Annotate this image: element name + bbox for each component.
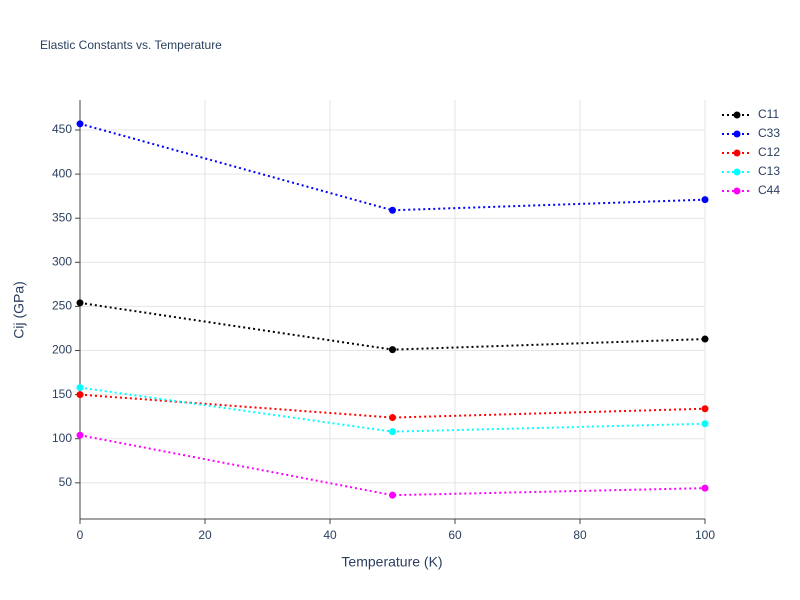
legend-label: C11 (758, 107, 779, 121)
chart-title: Elastic Constants vs. Temperature (40, 38, 222, 52)
data-point (389, 414, 396, 422)
y-tick-label: 450 (52, 122, 72, 136)
series-line (79, 434, 706, 497)
data-point (76, 431, 84, 439)
x-tick-label: 0 (77, 528, 84, 542)
data-point (701, 420, 709, 428)
legend-marker (733, 111, 741, 119)
legend-label: C44 (758, 183, 780, 197)
legend-label: C33 (758, 126, 780, 140)
series-line (79, 122, 706, 212)
x-tick-label: 20 (198, 528, 212, 542)
data-point (701, 335, 709, 343)
data-point (701, 484, 709, 492)
legend-marker (733, 187, 741, 195)
legend-marker (733, 130, 741, 138)
x-axis-label: Temperature (K) (341, 554, 442, 570)
series-line (79, 301, 706, 351)
data-point (389, 346, 396, 354)
data-point (76, 120, 84, 128)
x-tick-label: 60 (448, 528, 462, 542)
data-point (701, 196, 709, 204)
data-point (76, 299, 84, 307)
legend-marker (733, 149, 741, 157)
legend-marker (733, 168, 741, 176)
y-tick-label: 150 (52, 387, 72, 401)
legend-label: C13 (758, 164, 780, 178)
y-tick-label: 300 (52, 254, 72, 268)
data-point (76, 384, 84, 392)
x-tick-label: 40 (323, 528, 337, 542)
y-tick-label: 350 (52, 210, 72, 224)
series-line (79, 393, 706, 419)
y-tick-label: 200 (52, 343, 72, 357)
y-tick-label: 100 (52, 431, 72, 445)
y-tick-label: 400 (52, 166, 72, 180)
x-tick-label: 100 (695, 528, 715, 542)
x-tick-label: 80 (573, 528, 587, 542)
data-point (389, 206, 396, 214)
y-axis-label: Cij (GPa) (11, 281, 27, 339)
data-point (701, 405, 709, 413)
data-point (389, 428, 396, 436)
data-point (76, 391, 84, 399)
data-point (389, 491, 396, 499)
legend-label: C12 (758, 145, 780, 159)
y-tick-label: 250 (52, 299, 72, 313)
y-tick-label: 50 (59, 475, 73, 489)
